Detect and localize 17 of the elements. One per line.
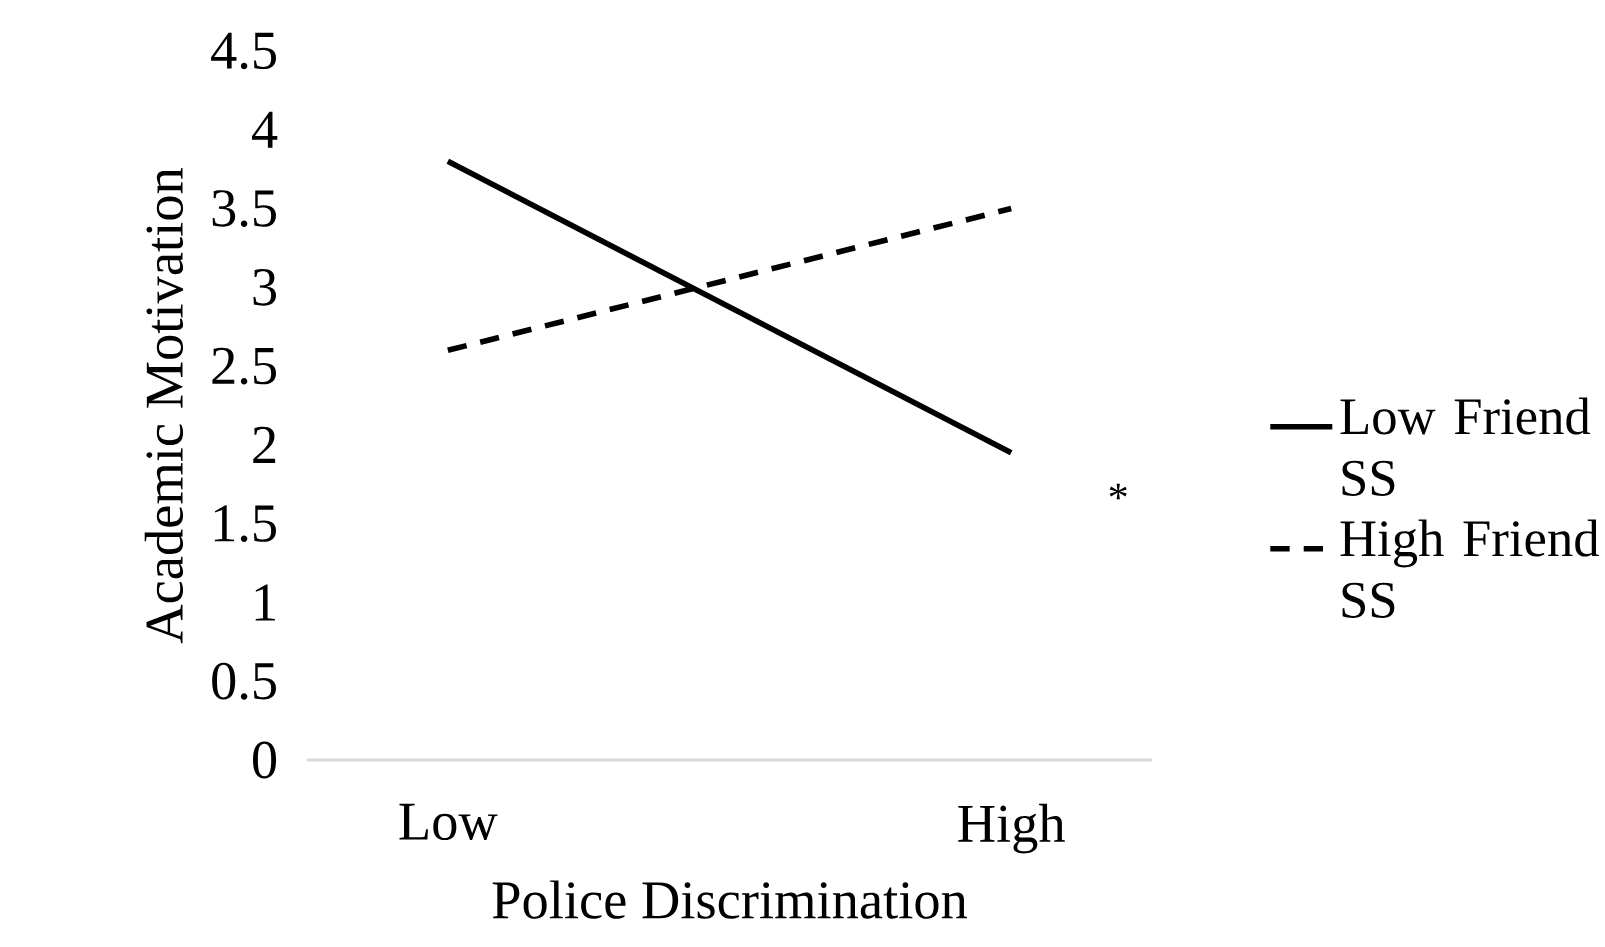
- y-axis-title: Academic Motivation: [144, 168, 184, 644]
- y-tick-label: 4.5: [211, 32, 276, 70]
- y-tick-label: 1: [255, 584, 275, 621]
- legend-label: High Friend SS: [1340, 519, 1599, 619]
- legend-label: Low Friend SS: [1340, 397, 1591, 497]
- y-tick-label: 3: [253, 269, 276, 306]
- y-tick-label: 0: [253, 741, 277, 779]
- y-tick-label: 3.5: [212, 190, 276, 227]
- y-tick-label: 1.5: [214, 505, 276, 543]
- y-tick-label: 2: [253, 426, 276, 463]
- annotation: *: [1109, 483, 1127, 500]
- x-tick-label: Low: [399, 803, 498, 841]
- y-tick-label: 4: [251, 111, 278, 148]
- y-tick-label: 0.5: [212, 662, 276, 700]
- x-axis-title: Police Discrimination: [492, 880, 967, 919]
- x-tick-label: High: [958, 803, 1065, 854]
- y-tick-label: 2.5: [212, 347, 276, 385]
